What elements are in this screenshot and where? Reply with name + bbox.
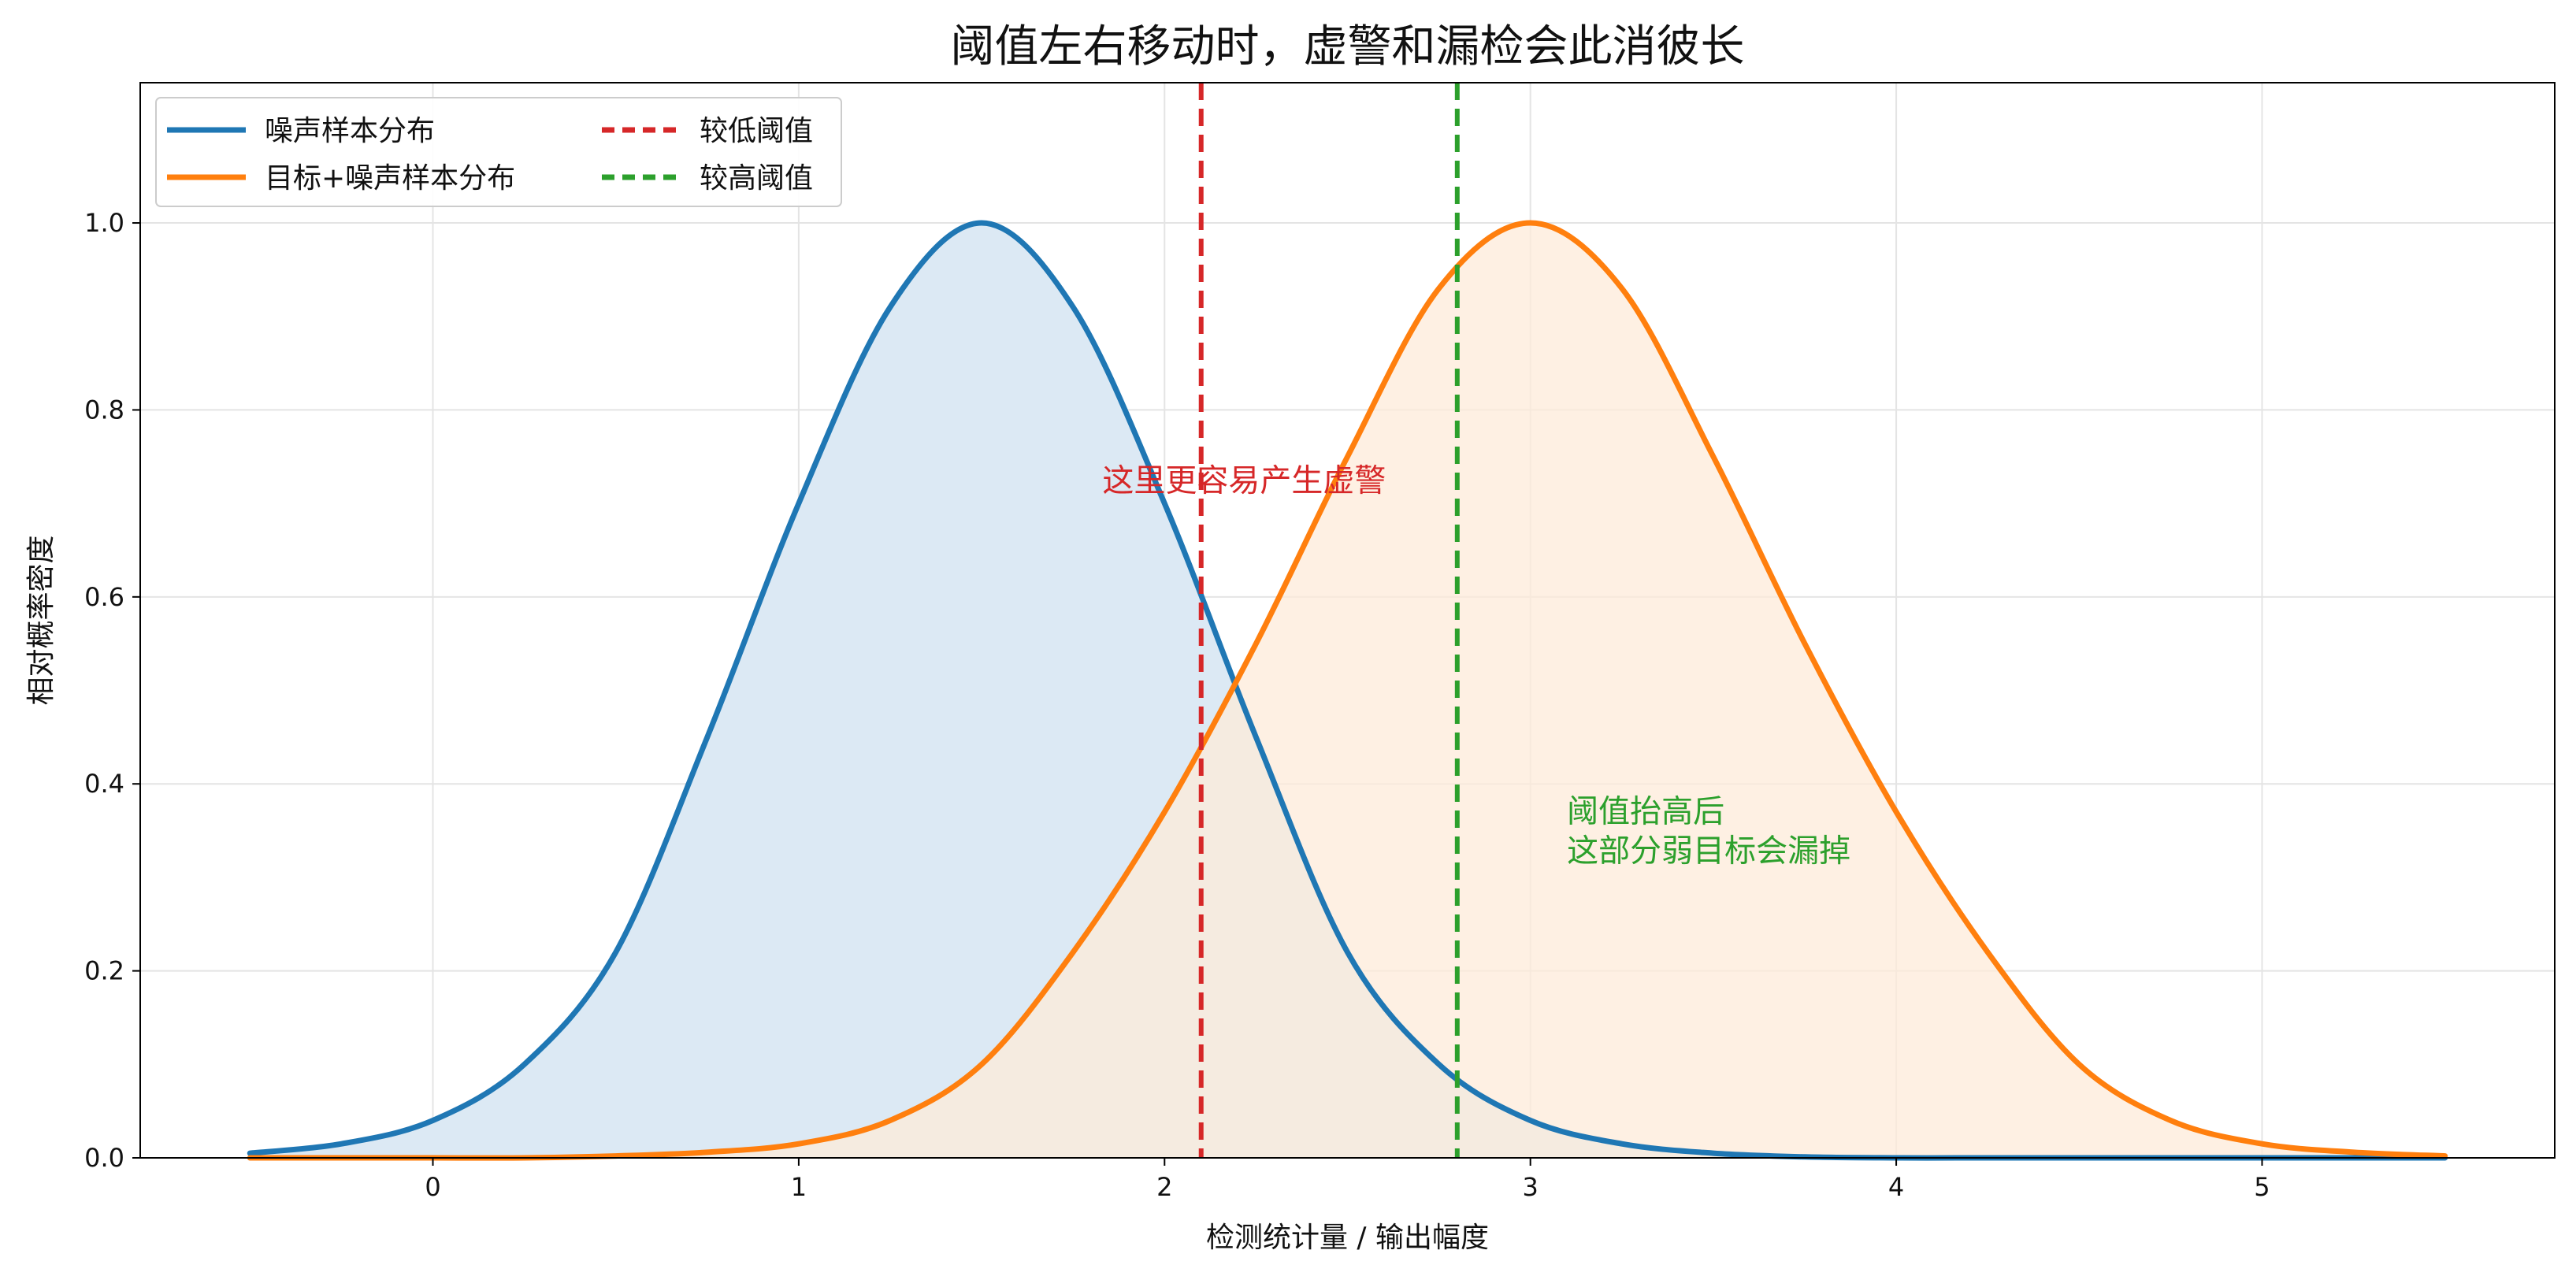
x-axis-label: 检测统计量 / 输出幅度: [1206, 1222, 1489, 1254]
series-fill-0: [250, 223, 2445, 1159]
legend-label-3: 较高阈值: [700, 162, 813, 195]
x-axis: 0 1 2 3 4 5: [425, 1158, 2270, 1202]
y-tick-label: 0.6: [84, 582, 124, 612]
y-tick-label: 1.0: [84, 208, 124, 238]
y-axis: 0.0 0.2 0.4 0.6 0.8 1.0: [84, 208, 140, 1173]
threshold-lines: [1198, 83, 1460, 1158]
y-tick-label: 0.0: [84, 1143, 124, 1173]
plot-frame: [139, 82, 2556, 1159]
x-tick-label: 3: [1523, 1172, 1539, 1202]
y-axis-label: 相对概率密度: [25, 535, 58, 705]
y-tick-label: 0.4: [84, 769, 124, 799]
legend-label-0: 噪声样本分布: [265, 115, 435, 147]
annotation-1-line-0: 阈值抬高后: [1567, 794, 1724, 830]
series-fill-1: [250, 223, 2445, 1159]
x-tick-label: 2: [1156, 1172, 1172, 1202]
x-tick-label: 4: [1888, 1172, 1904, 1202]
annotation-0-line-0: 这里更容易产生虚警: [1102, 462, 1386, 499]
y-tick-label: 0.8: [84, 395, 124, 425]
y-tick-label: 0.2: [84, 956, 124, 986]
x-tick-label: 1: [791, 1172, 807, 1202]
x-tick-label: 0: [425, 1172, 440, 1202]
x-tick-label: 5: [2254, 1172, 2270, 1202]
annotation-1-line-1: 这部分弱目标会漏掉: [1567, 833, 1850, 870]
series-line-1: [247, 220, 2448, 1161]
series-fills: [250, 223, 2445, 1159]
chart-title: 阈值左右移动时，虚警和漏检会此消彼长: [951, 21, 1745, 72]
legend-label-2: 较低阈值: [700, 115, 813, 147]
legend-label-1: 目标+噪声样本分布: [265, 162, 515, 195]
